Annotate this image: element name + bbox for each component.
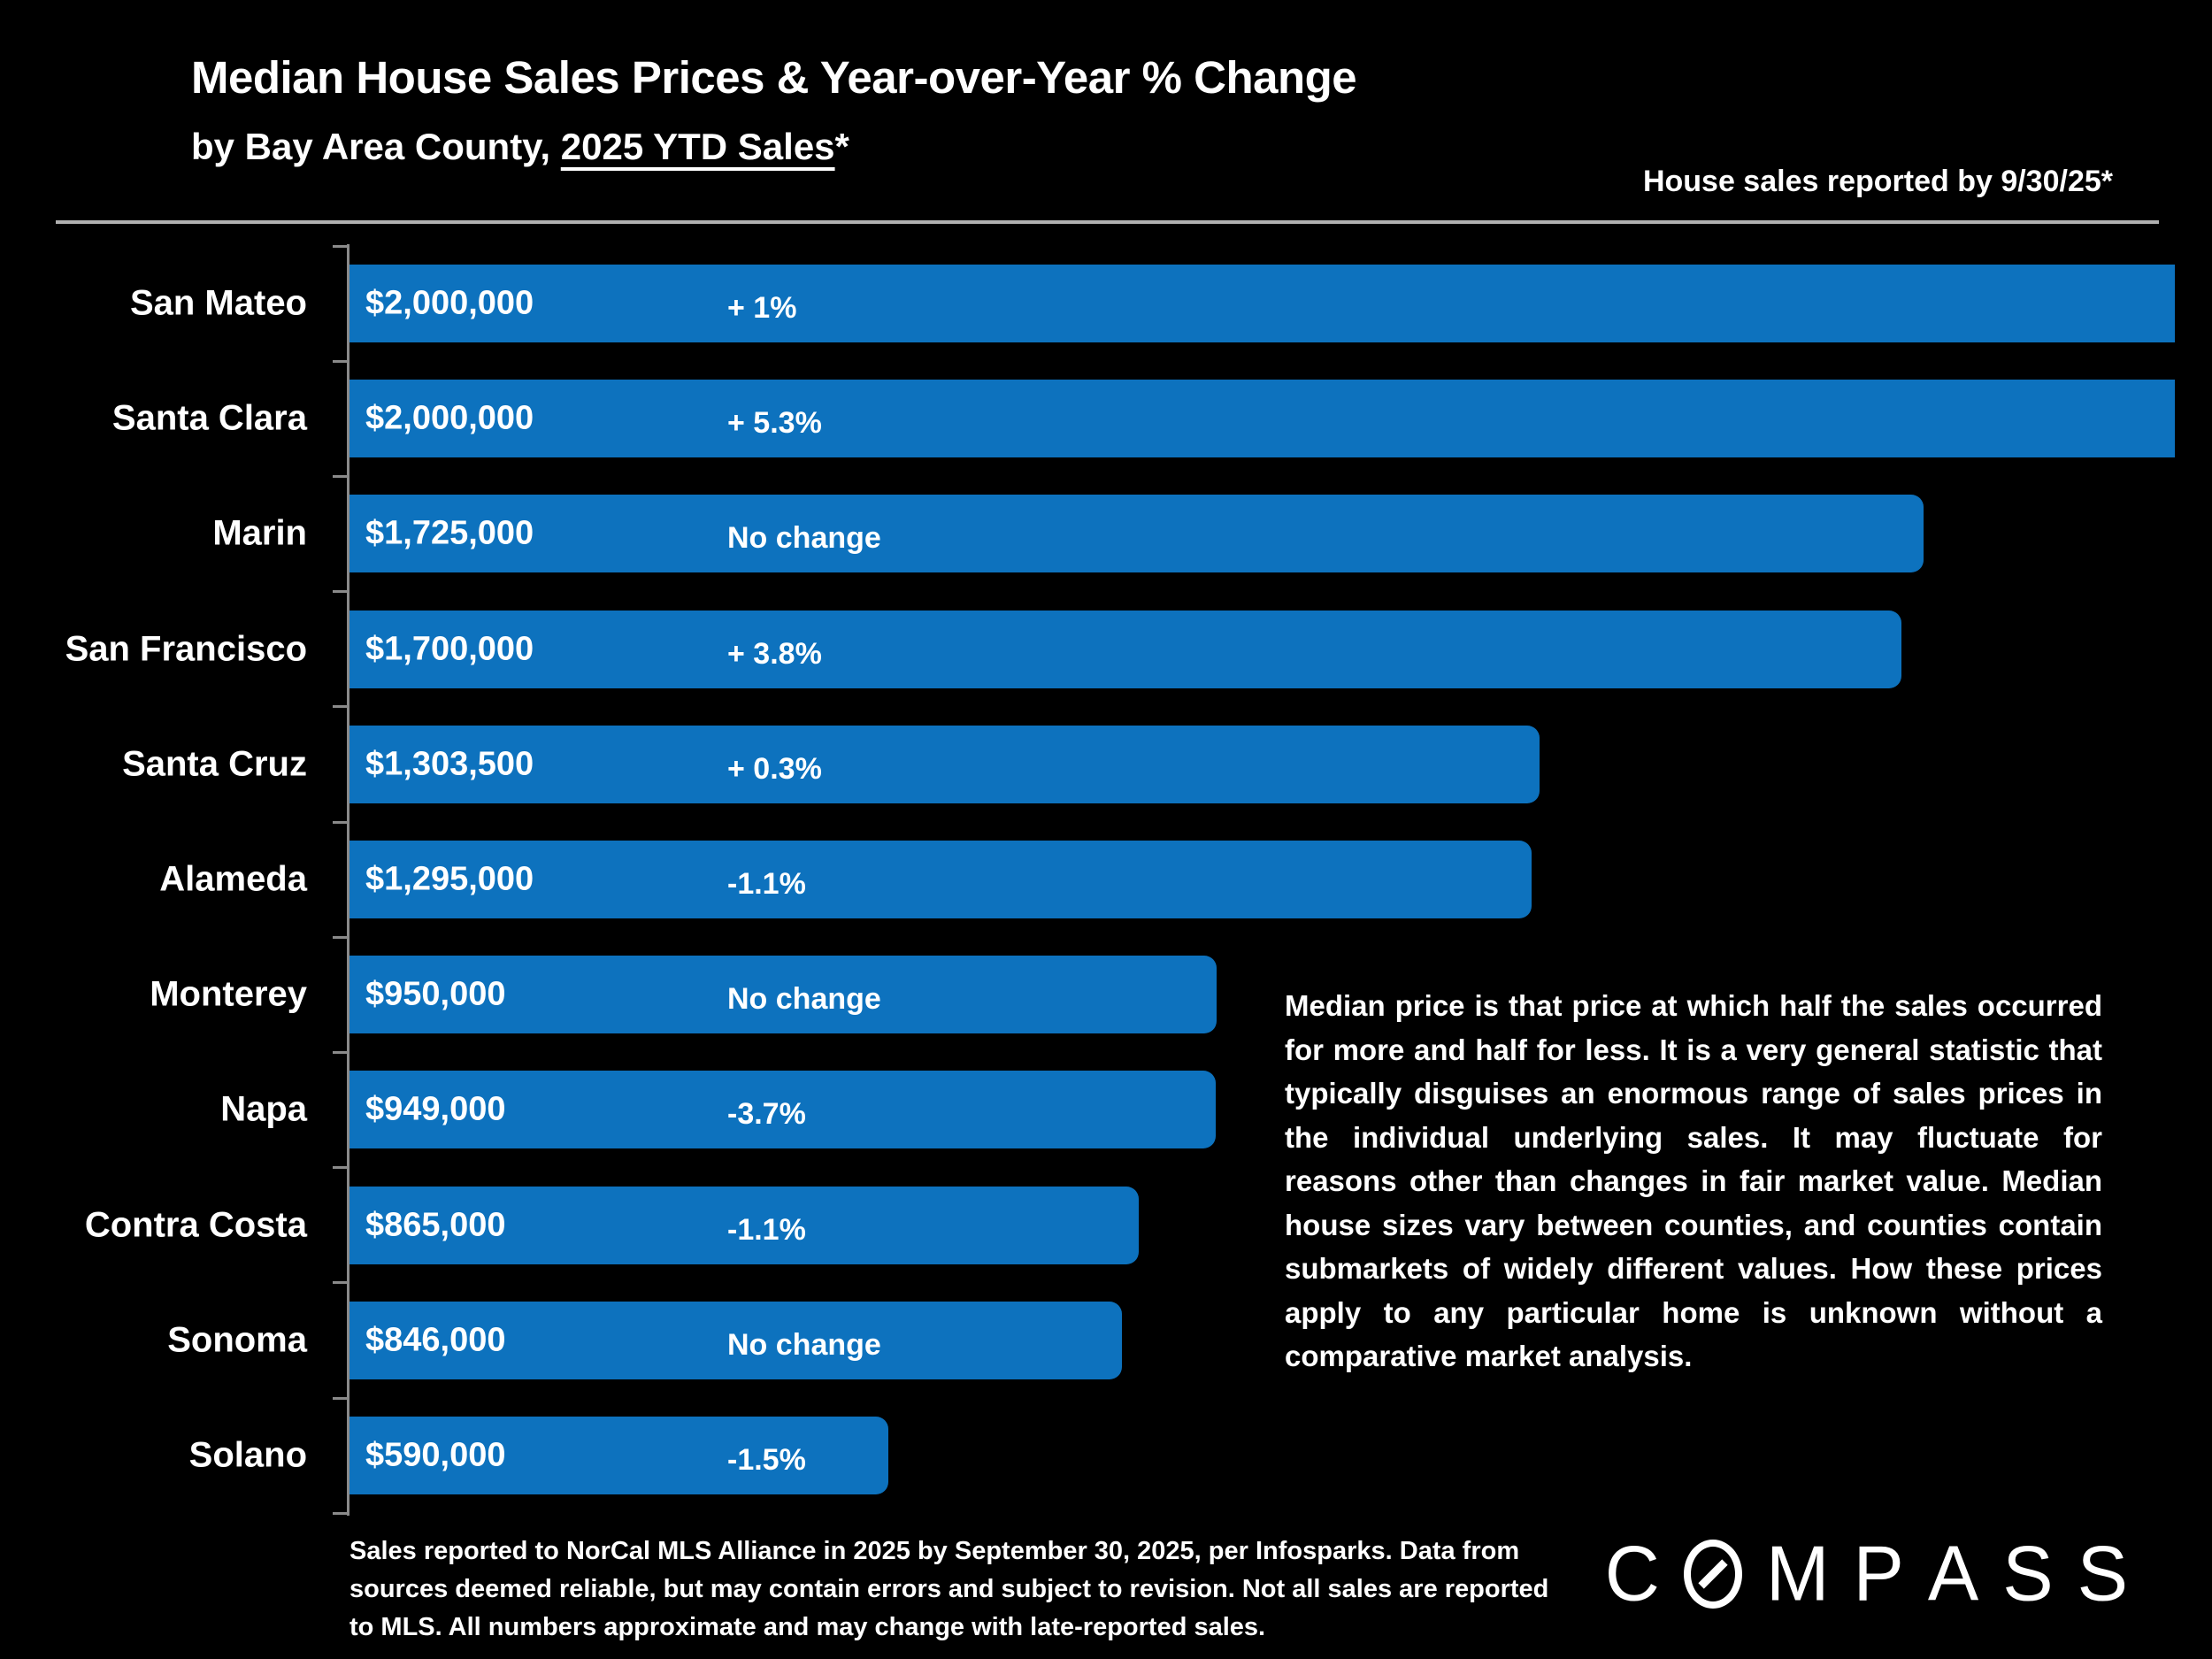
yoy-change-label: + 5.3% xyxy=(727,406,822,441)
price-label: $1,295,000 xyxy=(365,860,534,898)
price-label: $2,000,000 xyxy=(365,399,534,437)
yoy-change-label: + 1% xyxy=(727,290,797,325)
bar-row: Santa Cruz $1,303,500 + 0.3% xyxy=(0,707,2212,822)
yoy-change-label: No change xyxy=(727,521,881,556)
page-title: Median House Sales Prices & Year-over-Ye… xyxy=(191,52,1357,103)
logo-letter: M xyxy=(1765,1531,1830,1617)
price-label: $865,000 xyxy=(365,1206,506,1244)
subtitle-underlined: 2025 YTD Sales xyxy=(560,126,835,167)
header-divider xyxy=(56,220,2159,224)
axis-tick xyxy=(333,935,347,939)
price-label: $1,725,000 xyxy=(365,514,534,552)
page-subtitle: by Bay Area County, 2025 YTD Sales* xyxy=(191,126,849,168)
axis-tick xyxy=(333,1281,347,1285)
axis-tick xyxy=(333,244,347,248)
bar: $2,000,000 + 5.3% xyxy=(349,380,2175,458)
county-label: Napa xyxy=(220,1089,307,1129)
price-label: $846,000 xyxy=(365,1321,506,1359)
bar-row: San Mateo $2,000,000 + 1% xyxy=(0,246,2212,361)
county-label: Marin xyxy=(212,513,307,553)
county-label: Solano xyxy=(188,1435,307,1475)
county-label: Alameda xyxy=(159,859,307,899)
bar: $949,000 -3.7% xyxy=(349,1071,1216,1149)
median-price-explanation: Median price is that price at which half… xyxy=(1285,989,2102,1372)
logo-letter: S xyxy=(2002,1531,2054,1617)
axis-tick xyxy=(333,590,347,594)
bar: $950,000 No change xyxy=(349,956,1217,1034)
bar: $1,700,000 + 3.8% xyxy=(349,610,1901,688)
price-label: $1,303,500 xyxy=(365,745,534,783)
bar-row: Monterey $950,000 No change xyxy=(0,937,2212,1052)
county-label: San Mateo xyxy=(129,283,307,323)
bar-row: Sonoma $846,000 No change xyxy=(0,1283,2212,1398)
county-label: Sonoma xyxy=(167,1320,307,1360)
bar-chart: San Mateo $2,000,000 + 1% Santa Clara $2,000… xyxy=(0,244,2212,1516)
county-label: Contra Costa xyxy=(84,1205,307,1245)
axis-tick xyxy=(333,1396,347,1400)
price-label: $949,000 xyxy=(365,1090,506,1128)
county-label: Santa Cruz xyxy=(122,744,307,784)
price-label: $1,700,000 xyxy=(365,630,534,668)
bar: $1,295,000 -1.1% xyxy=(349,841,1532,918)
bar: $2,000,000 + 1% xyxy=(349,265,2175,342)
price-label: $2,000,000 xyxy=(365,284,534,322)
logo-letter: A xyxy=(1927,1531,1979,1617)
bar-row: Alameda $1,295,000 -1.1% xyxy=(0,822,2212,937)
footnote: Sales reported to NorCal MLS Alliance in… xyxy=(349,1537,1549,1641)
axis-tick xyxy=(333,1050,347,1054)
axis-tick xyxy=(333,705,347,709)
yoy-change-label: -1.1% xyxy=(727,866,806,901)
yoy-change-label: No change xyxy=(727,982,881,1017)
report-date-note: House sales reported by 9/30/25* xyxy=(1642,165,2113,198)
needle xyxy=(1698,1559,1728,1589)
bar-row: San Francisco $1,700,000 + 3.8% xyxy=(0,592,2212,707)
county-label: Santa Clara xyxy=(111,398,307,438)
yoy-change-label: -1.5% xyxy=(727,1442,806,1477)
bar-row: Contra Costa $865,000 -1.1% xyxy=(0,1168,2212,1283)
bar: $590,000 -1.5% xyxy=(349,1417,888,1494)
axis-tick xyxy=(333,820,347,824)
y-axis-line xyxy=(347,244,349,1516)
price-label: $950,000 xyxy=(365,975,506,1013)
price-label: $590,000 xyxy=(365,1436,506,1474)
bar-row: Solano $590,000 -1.5% xyxy=(0,1398,2212,1513)
yoy-change-label: No change xyxy=(727,1327,881,1362)
axis-tick xyxy=(333,1166,347,1170)
logo-letter: S xyxy=(2077,1531,2128,1617)
bar-row: Marin $1,725,000 No change xyxy=(0,476,2212,591)
county-label: San Francisco xyxy=(65,629,307,669)
subtitle-prefix: by Bay Area County, xyxy=(191,126,561,167)
yoy-change-label: + 3.8% xyxy=(727,636,822,671)
bar: $1,725,000 No change xyxy=(349,495,1924,573)
logo-letter: P xyxy=(1853,1531,1904,1617)
bar-row: Santa Clara $2,000,000 + 5.3% xyxy=(0,361,2212,476)
axis-tick xyxy=(333,1511,347,1515)
county-label: Monterey xyxy=(150,974,307,1014)
yoy-change-label: + 0.3% xyxy=(727,751,822,786)
bar: $1,303,500 + 0.3% xyxy=(349,725,1540,803)
bar: $865,000 -1.1% xyxy=(349,1186,1140,1264)
yoy-change-label: -1.1% xyxy=(727,1212,806,1247)
axis-tick xyxy=(333,359,347,363)
bar-row: Napa $949,000 -3.7% xyxy=(0,1052,2212,1167)
compass-o-needle-icon xyxy=(1683,1540,1742,1609)
axis-tick xyxy=(333,474,347,478)
subtitle-asterisk: * xyxy=(834,126,849,167)
bar: $846,000 No change xyxy=(349,1301,1122,1379)
yoy-change-label: -3.7% xyxy=(727,1097,806,1132)
logo-letter: C xyxy=(1604,1531,1660,1617)
